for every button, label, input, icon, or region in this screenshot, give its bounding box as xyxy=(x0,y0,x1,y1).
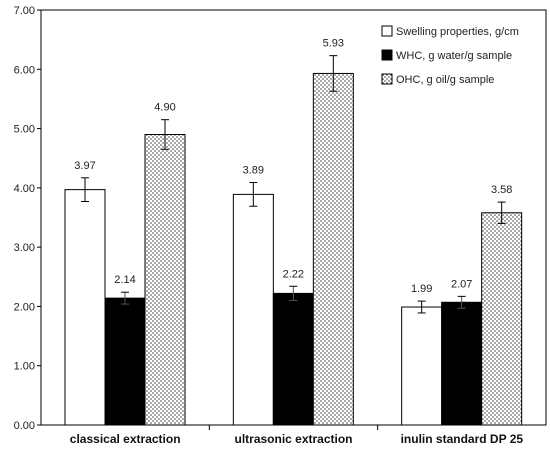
bar xyxy=(481,212,523,426)
data-label: 2.22 xyxy=(283,268,304,280)
data-label: 2.07 xyxy=(451,278,472,290)
bar xyxy=(104,297,146,426)
legend-label: Swelling properties, g/cm xyxy=(396,26,519,38)
legend-swatch xyxy=(381,25,393,37)
x-category-label: classical extraction xyxy=(70,432,181,446)
bar xyxy=(232,193,274,426)
x-category-label: inulin standard DP 25 xyxy=(401,432,524,446)
y-tick-label: 4.00 xyxy=(14,183,35,195)
data-label: 3.89 xyxy=(243,165,264,177)
legend: Swelling properties, g/cm WHC, g water/g … xyxy=(366,18,541,92)
legend-swatch xyxy=(381,73,393,85)
legend-box xyxy=(366,18,541,92)
bars: 3.97 2.14 4.90 3.89 2.22 5.93 1.99 2.07 3.58 xyxy=(64,38,523,426)
axes: 0.00 1.00 2.00 3.00 4.00 5.00 6.00 7.00 classica… xyxy=(14,5,547,446)
x-category-label: ultrasonic extraction xyxy=(234,432,352,446)
bar xyxy=(64,189,106,426)
legend-swatch xyxy=(381,49,393,61)
data-label: 3.97 xyxy=(74,160,95,172)
y-tick-label: 6.00 xyxy=(14,64,35,76)
y-tick-label: 3.00 xyxy=(14,242,35,254)
data-label: 4.90 xyxy=(154,102,175,114)
bar xyxy=(312,72,354,426)
y-tick-label: 7.00 xyxy=(14,5,35,17)
y-tick-label: 0.00 xyxy=(14,420,35,432)
bar xyxy=(272,292,314,426)
data-label: 1.99 xyxy=(411,283,432,295)
bar xyxy=(441,301,483,426)
y-tick-label: 1.00 xyxy=(14,361,35,373)
y-tick-label: 5.00 xyxy=(14,124,35,136)
data-label: 2.14 xyxy=(114,274,135,286)
legend-label: OHC, g oil/g sample xyxy=(396,74,494,86)
bar xyxy=(144,134,186,426)
data-label: 3.58 xyxy=(491,184,512,196)
legend-label: WHC, g water/g sample xyxy=(396,50,512,62)
data-label: 5.93 xyxy=(323,38,344,50)
y-tick-label: 2.00 xyxy=(14,301,35,313)
bar xyxy=(401,306,443,426)
